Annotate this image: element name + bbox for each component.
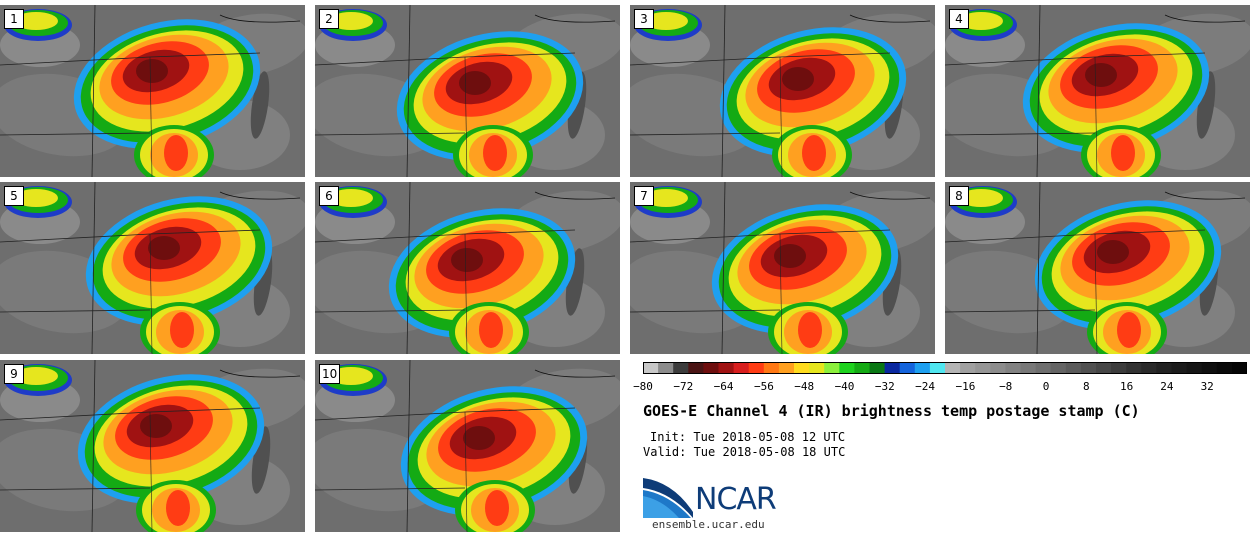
colorbar-segment [1171,362,1188,374]
member-number-label: 7 [634,186,654,206]
ensemble-member-panel: 4 [945,5,1250,177]
colorbar-segment [1186,362,1203,374]
ensemble-member-panel: 10 [315,360,620,532]
colorbar-segment [763,362,780,374]
colorbar-segment [945,362,961,374]
colorbar-tick-label: −48 [794,380,815,393]
colorbar-segment [975,362,991,374]
member-number-label: 6 [319,186,339,206]
colorbar-segment [1050,362,1067,374]
temperature-colorbar [643,362,1247,374]
satellite-ir-map [315,5,620,177]
colorbar-segment [658,362,674,374]
colorbar-segment [1141,362,1157,374]
figure-title: GOES-E Channel 4 (IR) brightness temp po… [643,402,1140,420]
colorbar-tick-label: −64 [713,380,734,393]
colorbar-segment [748,362,765,374]
ensemble-member-panel: 7 [630,182,935,354]
satellite-ir-map [315,360,620,532]
colorbar-tick-label: −56 [753,380,774,393]
colorbar-segment [1080,362,1097,374]
colorbar-segment [688,362,704,374]
colorbar-segment [794,362,810,374]
colorbar-tick-label: −32 [874,380,895,393]
colorbar-segment [1201,362,1218,374]
colorbar-segment [1216,362,1233,374]
member-number-label: 2 [319,9,339,29]
colorbar-segment [643,362,659,374]
colorbar-segment [1005,362,1021,374]
ncar-logo-mark [643,478,693,518]
colorbar-segment [1111,362,1127,374]
satellite-ir-map [945,5,1250,177]
website-url: ensemble.ucar.edu [652,518,765,531]
member-number-label: 3 [634,9,654,29]
ensemble-member-panel: 5 [0,182,305,354]
init-time: Init: Tue 2018-05-08 12 UTC [650,430,846,444]
colorbar-segment [1065,362,1082,374]
colorbar-segment [990,362,1006,374]
colorbar-segment [1020,362,1037,374]
colorbar-segment [884,362,901,374]
colorbar-tick-label: −72 [673,380,694,393]
colorbar-segment [1231,362,1247,374]
member-number-label: 4 [949,9,969,29]
member-number-label: 9 [4,364,24,384]
colorbar-segment [673,362,689,374]
colorbar-segment [1035,362,1052,374]
satellite-ir-map [0,182,305,354]
ncar-logo: NCAR [643,476,793,520]
valid-time: Valid: Tue 2018-05-08 18 UTC [643,445,846,459]
colorbar-tick-label: −24 [915,380,936,393]
colorbar-tick-label: 16 [1119,380,1134,393]
colorbar-tick-label: −8 [999,380,1013,393]
colorbar-tick-label: −80 [633,380,653,393]
member-number-label: 5 [4,186,24,206]
colorbar-segment [899,362,916,374]
colorbar-tick-label: −40 [834,380,855,393]
satellite-ir-map [630,5,935,177]
ncar-logo-text: NCAR [695,482,777,517]
colorbar-segment [733,362,750,374]
member-number-label: 8 [949,186,969,206]
colorbar-segment [824,362,840,374]
colorbar-tick-label: 8 [1082,380,1090,393]
satellite-ir-map [945,182,1250,354]
satellite-ir-map [0,5,305,177]
colorbar-segment [718,362,735,374]
colorbar-segment [1156,362,1172,374]
colorbar-segment [914,362,931,374]
colorbar-segment [929,362,946,374]
colorbar-tick-label: 24 [1160,380,1174,393]
colorbar-segment [854,362,870,374]
colorbar-tick-label: 32 [1200,380,1214,393]
colorbar-segment [809,362,825,374]
colorbar-segment [960,362,976,374]
colorbar-segment [839,362,855,374]
colorbar-segment [869,362,886,374]
satellite-ir-map [315,182,620,354]
colorbar-segment [1126,362,1142,374]
colorbar-tick-label: −16 [955,380,976,393]
ensemble-member-panel: 9 [0,360,305,532]
ensemble-member-panel: 6 [315,182,620,354]
member-number-label: 10 [319,364,341,384]
ensemble-member-panel: 8 [945,182,1250,354]
ensemble-member-panel: 2 [315,5,620,177]
ensemble-member-panel: 1 [0,5,305,177]
ensemble-member-panel: 3 [630,5,935,177]
member-number-label: 1 [4,9,24,29]
colorbar-segment [778,362,795,374]
satellite-ir-map [630,182,935,354]
satellite-ir-map [0,360,305,532]
colorbar-segment [1096,362,1112,374]
colorbar-segment [703,362,719,374]
colorbar-tick-label: 0 [1042,380,1050,393]
